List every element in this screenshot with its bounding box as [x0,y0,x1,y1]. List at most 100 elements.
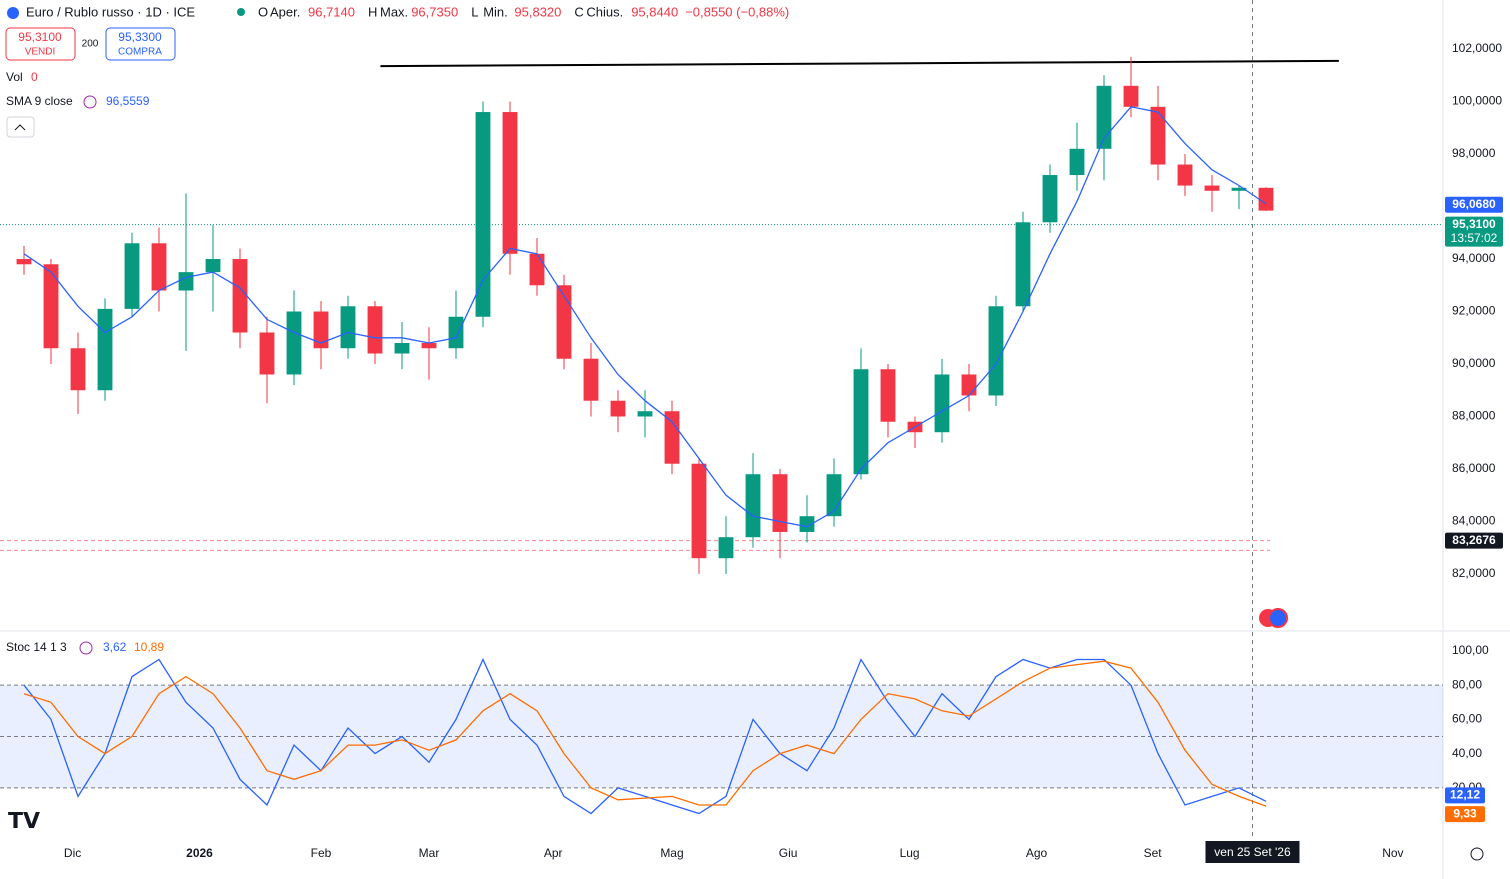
candle-body [340,306,356,349]
ohlc-label: Chius. [586,4,623,19]
candle-body [691,463,707,559]
stoch-k-text: 3,62 [103,640,127,654]
candle-body [43,264,59,349]
candle-body [70,348,86,391]
candle-body [961,374,977,396]
candle-body [772,474,788,532]
ohlc-header: O Aper. 96,7140 H Max. 96,7350 L Min. 95,8320 C Ch… [258,4,789,19]
ohlc-label: Aper. [270,4,300,19]
candle-body [502,112,518,254]
candle-body [1150,106,1166,165]
candle-body [178,272,194,291]
candle-body [556,285,572,359]
ohlc-key: C [574,4,583,19]
y-tick-label: 98,0000 [1452,146,1496,160]
candle-body [664,411,680,464]
y-tick-label: 90,0000 [1452,356,1496,370]
candle-body [124,243,140,309]
candle-body [151,243,167,291]
price-badge-label: 96,0680 [1452,197,1496,211]
price-badge-label: 95,3100 [1452,217,1496,231]
candle-body [637,411,653,417]
price-badge [1445,196,1503,213]
market-dot [237,8,245,16]
stoch-tick-label: 100,00 [1452,643,1489,657]
candle-body [475,112,491,317]
stoch-tick-label: 80,00 [1452,677,1482,691]
ohlc-value: 95,8320 [514,4,561,19]
buy-label: COMPRA [118,47,162,58]
sell-button[interactable] [5,27,76,61]
candle-body [610,400,626,417]
stoch-icon[interactable] [79,641,93,655]
candle-body [988,306,1004,396]
sell-label: VENDI [25,47,56,58]
buy-button[interactable] [105,27,176,61]
symbol-title: Euro / Rublo russo · 1D · ICE [26,4,195,19]
crosshair-badge [1205,841,1300,863]
ohlc-key: H [368,4,377,19]
spread: 200 [82,39,99,50]
candle-body [529,253,545,286]
y-tick-label: 100,0000 [1452,94,1502,108]
crosshair-label: ven 25 Set '26 [1214,845,1291,859]
stoch-tick-label: 60,00 [1452,712,1482,726]
candle-body [421,342,437,349]
candle-body [880,369,896,422]
y-tick-label: 86,0000 [1452,461,1496,475]
ohlc-label: Max. [380,4,408,19]
candle-body [286,311,302,375]
candle-body [934,374,950,433]
candle-body [367,306,383,354]
vol-label: Vol [6,70,23,84]
sma-line [23,106,1267,528]
x-tick-label: Mar [419,846,440,860]
stoch-k-line [23,657,1267,815]
candle-body [259,332,275,375]
trendline [380,59,1339,68]
x-tick-label: Giu [779,846,798,860]
candle-body [16,259,32,265]
candle-body [1015,222,1031,307]
ohlc-value: 96,7350 [411,4,458,19]
stoch-d-text: 10,89 [134,640,164,654]
y-tick-label: 82,0000 [1452,566,1496,580]
y-tick-label: 102,0000 [1452,41,1502,55]
ohlc-key: O [258,4,268,19]
candle-body [1177,164,1193,186]
stoch-badge [1445,806,1485,823]
candle-body [1069,148,1085,176]
candle-body [583,358,599,401]
stoch-tick-label: 40,00 [1452,746,1482,760]
collapse-button[interactable] [6,116,35,138]
sma-icon[interactable] [83,95,97,109]
buy-price: 95,3300 [118,30,162,44]
x-tick-label: Dic [64,846,81,860]
change: −0,8550 (−0,88%) [685,4,789,19]
ohlc-value: 96,7140 [308,4,355,19]
x-tick-label: Mag [660,846,683,860]
candle-body [745,474,761,538]
x-tick-label: Feb [311,846,332,860]
event-icon[interactable] [1268,608,1288,628]
candle-body [718,537,734,559]
price-badge-sub: 13:57:02 [1451,231,1498,245]
candle-body [205,259,221,273]
x-tick-label: Nov [1382,846,1403,860]
y-tick-label: 84,0000 [1452,514,1496,528]
x-tick-label: Ago [1026,846,1048,860]
x-tick-label: Apr [544,846,563,860]
candle-body [1204,185,1220,191]
price-badge [1445,532,1503,549]
y-tick-label: 94,0000 [1452,251,1496,265]
tv-logo: 𝗧𝗩 [8,808,40,833]
settings-icon[interactable] [1470,847,1484,861]
vol-value: 0 [31,70,38,84]
ohlc-label: Min. [483,4,508,19]
y-tick-label: 88,0000 [1452,409,1496,423]
x-tick-label: Set [1144,846,1163,860]
stoch-badge [1445,787,1485,804]
x-tick-label: Lug [900,846,920,860]
stoch-badge-label: 12,12 [1450,788,1480,802]
sma-label: SMA 9 close [6,94,73,108]
